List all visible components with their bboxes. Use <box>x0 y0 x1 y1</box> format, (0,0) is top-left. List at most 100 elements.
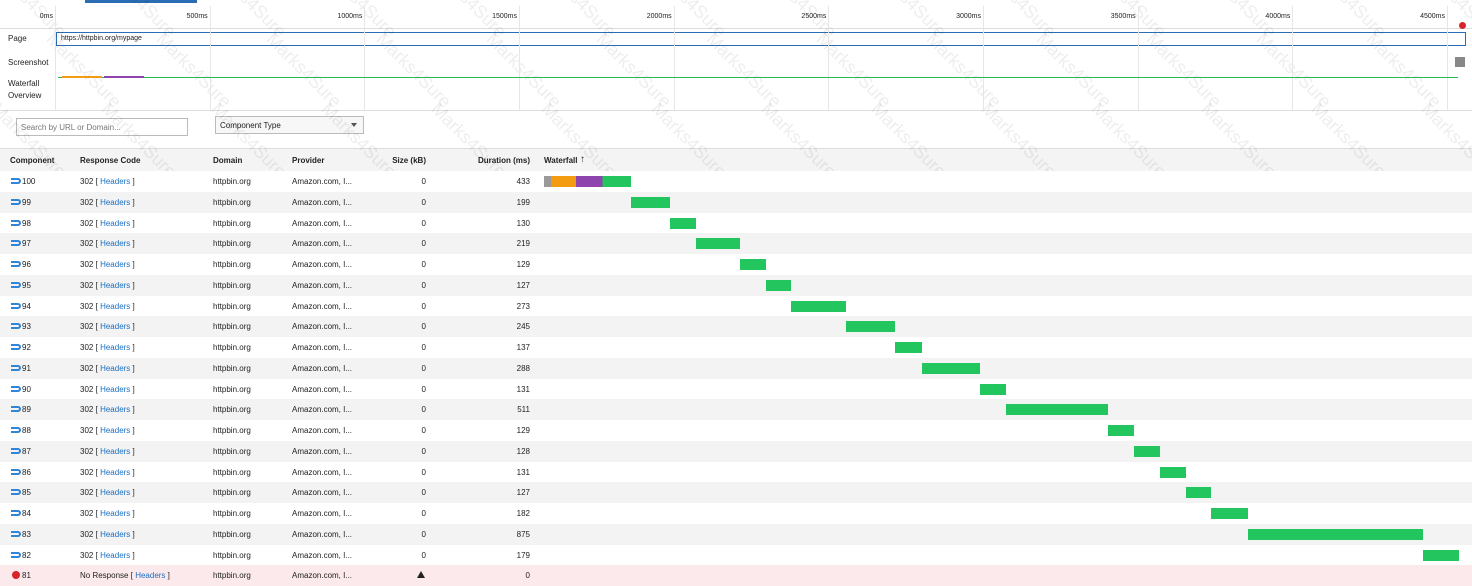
duration: 511 <box>517 405 530 415</box>
response-text: [ <box>95 177 98 186</box>
waterfall-bar <box>1134 445 1160 457</box>
tick-label: 4000ms <box>1265 13 1291 20</box>
headers-link[interactable]: Headers <box>100 550 131 560</box>
scroll-thumb[interactable] <box>85 0 197 3</box>
redirect-icon <box>11 261 21 267</box>
headers-link[interactable]: Headers <box>100 488 131 498</box>
response-text: ] <box>132 405 135 415</box>
response-text: ] <box>132 301 135 311</box>
response-text: ] <box>132 529 135 539</box>
headers-link[interactable]: Headers <box>100 197 131 207</box>
duration: 128 <box>516 446 530 456</box>
table-row <box>0 212 1472 234</box>
waterfall-bar <box>1108 425 1135 436</box>
waterfall-bar <box>895 342 923 353</box>
provider: Amazon.com, I... <box>292 197 353 207</box>
column-header[interactable]: Duration (ms) <box>478 156 530 165</box>
size: 0 <box>421 260 426 269</box>
domain: httpbin.org <box>213 467 251 477</box>
response-text: [ <box>95 426 98 435</box>
duration: 0 <box>525 571 530 581</box>
provider: Amazon.com, I... <box>292 343 353 352</box>
headers-link[interactable]: Headers <box>100 280 131 290</box>
table-row <box>0 420 1472 441</box>
tick-line <box>1447 6 1448 110</box>
headers-link[interactable]: Headers <box>100 218 131 228</box>
headers-link[interactable]: Headers <box>100 426 131 435</box>
tick-line <box>55 6 56 110</box>
response-code: 302 [ Headers ] <box>80 364 135 373</box>
tick-label: 4500ms <box>1420 13 1445 20</box>
response-code: 302 [ Headers ] <box>80 426 135 435</box>
redirect-icon <box>11 178 21 184</box>
size: 0 <box>421 529 426 539</box>
column-header[interactable]: Provider <box>292 156 325 165</box>
tick-line <box>673 6 675 110</box>
response-text: ] <box>132 322 135 332</box>
domain: httpbin.org <box>213 488 251 498</box>
domain: httpbin.org <box>213 218 251 228</box>
response-text: [ <box>95 197 98 207</box>
component-id: 85 <box>22 488 31 498</box>
response-code: 302 [ Headers ] <box>80 302 135 311</box>
domain: httpbin.org <box>213 260 251 269</box>
headers-link[interactable]: Headers <box>100 322 131 332</box>
duration: 131 <box>516 467 530 477</box>
tick-label: 3500ms <box>1110 13 1136 20</box>
response-code: 302 [ Headers ] <box>80 385 135 394</box>
duration: 219 <box>516 239 530 249</box>
search-input[interactable]: Search by URL or Domain... <box>16 118 188 136</box>
table-row <box>0 440 1472 462</box>
provider: Amazon.com, I... <box>292 529 353 539</box>
headers-link[interactable]: Headers <box>100 301 131 311</box>
table-row <box>0 254 1472 275</box>
column-header[interactable]: Waterfall <box>544 156 578 165</box>
component-id: 98 <box>22 218 31 228</box>
headers-link[interactable]: Headers <box>100 529 131 539</box>
response-text: 302 <box>80 446 94 456</box>
provider: Amazon.com, I... <box>292 405 353 415</box>
headers-link[interactable]: Headers <box>100 177 131 186</box>
size: 0 <box>421 177 426 186</box>
column-header[interactable]: Domain <box>213 156 243 165</box>
table-row <box>0 274 1472 296</box>
headers-link[interactable]: Headers <box>100 509 131 518</box>
provider: Amazon.com, I... <box>292 446 353 456</box>
domain: httpbin.org <box>213 405 251 415</box>
headers-link[interactable]: Headers <box>100 363 131 373</box>
headers-link[interactable]: Headers <box>100 260 131 269</box>
component-id: 100 <box>22 177 36 186</box>
response-code: 302 [ Headers ] <box>80 343 135 352</box>
response-text: ] <box>132 384 135 394</box>
column-header[interactable]: Size (kB) <box>392 156 426 165</box>
column-header[interactable]: Component <box>10 156 55 165</box>
headers-link[interactable]: Headers <box>100 446 131 456</box>
headers-link[interactable]: Headers <box>100 467 131 477</box>
headers-link[interactable]: Headers <box>100 384 131 394</box>
response-text: [ <box>95 301 98 311</box>
waterfall-bar <box>1006 404 1109 416</box>
error-dot <box>1459 22 1466 29</box>
headers-link[interactable]: Headers <box>100 239 131 249</box>
redirect-icon <box>11 468 21 475</box>
component-id: 84 <box>22 509 31 518</box>
headers-link[interactable]: Headers <box>135 571 166 581</box>
dropdown-arrow <box>351 123 357 127</box>
component-id: 89 <box>22 405 31 415</box>
response-text: No Response <box>80 571 129 581</box>
domain: httpbin.org <box>213 529 251 539</box>
response-text: 302 <box>80 177 94 186</box>
sort-arrow: ↑ <box>580 154 585 165</box>
waterfall-bar <box>1247 528 1423 540</box>
size: 0 <box>421 218 426 228</box>
size: 0 <box>421 550 426 560</box>
screenshot-icon[interactable] <box>1455 57 1465 67</box>
size: 0 <box>421 426 426 435</box>
divider <box>0 110 1472 111</box>
headers-link[interactable]: Headers <box>100 405 131 415</box>
response-text: ] <box>132 363 135 373</box>
response-code: 302 [ Headers ] <box>80 530 135 539</box>
column-header[interactable]: Response Code <box>80 156 141 165</box>
component-type-select[interactable]: Component Type <box>215 116 364 134</box>
headers-link[interactable]: Headers <box>100 343 131 352</box>
